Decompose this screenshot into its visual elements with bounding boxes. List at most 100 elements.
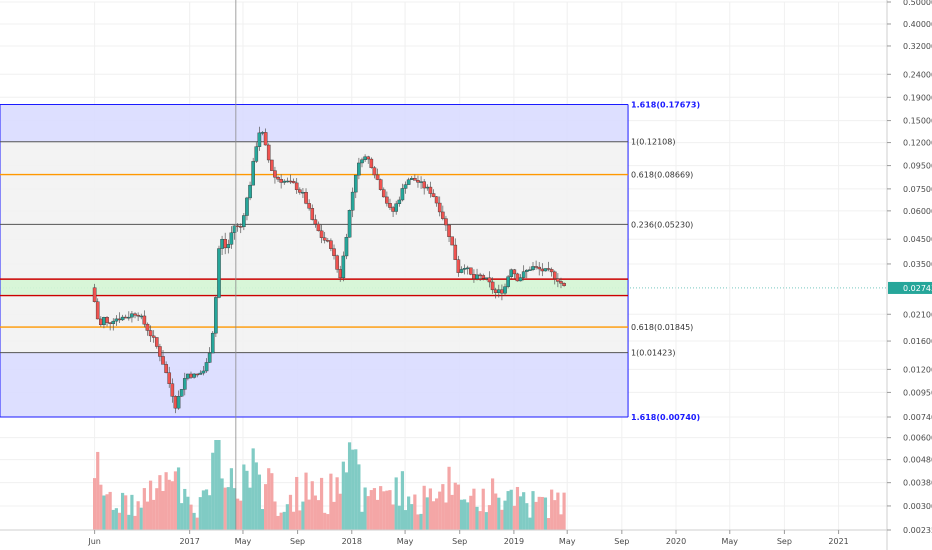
candle-body [366,156,371,160]
volume-bar [453,482,457,530]
candle-body [521,271,526,278]
fib-level-label: 1(0.12108) [631,138,675,147]
fib-level-label: 1.618(0.17673) [631,100,700,109]
volume-bar [239,500,243,530]
candle-body [503,286,507,294]
volume-bar [397,505,401,530]
candle-body [102,317,106,326]
candle-body [279,179,283,183]
volume-bar [105,494,109,530]
fib-zone [0,327,629,353]
volume-bar [413,494,417,530]
volume-bar [267,468,271,530]
candle-body [496,289,501,293]
volume-bar [279,512,283,530]
candle-body [546,268,551,270]
volume-bar [543,497,548,530]
candle-body [298,189,302,193]
candle-body [301,192,305,194]
candle-body [276,177,280,180]
candle-body [391,207,395,212]
volume-bar [341,461,345,530]
volume-bar [319,477,324,530]
candle-body [375,174,380,180]
volume-bar [211,452,215,530]
volume-bar [291,511,296,530]
candle-body [481,275,486,279]
candle-body [416,180,420,183]
candlesticks [92,126,566,414]
volume-bar [444,502,448,530]
volume-bar [99,484,103,530]
volume-bar [354,449,358,530]
x-axis[interactable]: Jun 2017 May Sep 2018 May Sep 2019 May Sep 2020 May… [0,529,887,546]
candle-body [173,396,178,409]
volume-bar [332,501,336,530]
x-tick-label: 2019 [504,537,524,546]
volume-bar [447,466,451,530]
x-tick-label: Sep [290,537,305,546]
candle-body [363,156,367,160]
volume-bar [226,487,230,530]
candle-body [263,132,268,146]
candle-body [475,274,479,279]
volume-bar [469,495,473,530]
volume-bar [422,485,426,530]
volume-bar [500,509,504,530]
volume-bar [369,490,373,530]
volume-bar [550,489,554,530]
candle-body [282,180,287,183]
volume-bar [236,498,240,530]
volume-bar [456,484,460,530]
volume-bar [357,464,361,530]
candle-body [105,317,109,323]
candle-body [556,278,560,282]
volume-bar [326,514,330,530]
volume-bar [528,517,532,530]
candle-body [220,239,224,249]
volume-bar [391,504,395,530]
fib-zone [0,352,629,418]
fibonacci-retracement[interactable] [0,103,629,418]
candle-body [347,210,352,238]
volume-bar [360,511,364,530]
candle-body [419,181,423,183]
candle-body [176,396,181,409]
volume-bar [351,449,355,530]
volume-bar [382,491,386,530]
candle-body [204,362,209,372]
candle-body [500,289,504,294]
volume-bar [307,499,311,530]
candle-body [472,274,476,279]
candle-body [360,159,364,164]
volume-bar [525,503,529,530]
volume-bar [372,488,377,530]
candle-body [111,320,116,324]
fib-level-label: 0.618(0.01845) [631,323,693,332]
volume-bar [385,490,389,530]
volume-bar [282,511,286,530]
volume-bar [553,500,557,530]
candle-body [133,313,137,316]
volume-bar [518,496,523,530]
volume-bar [142,488,146,530]
y-tick-label: 0.00740 [903,413,932,422]
volume-bar [438,491,442,530]
candle-body [537,266,542,270]
fib-level-label: 1.618(0.00740) [631,413,700,422]
candle-body [266,144,271,161]
candle-body [562,283,566,286]
volume-bar [276,515,280,530]
candle-body [397,199,402,204]
volume-bar [304,472,308,530]
volume-bar [288,494,293,530]
candle-body [378,179,383,190]
volume-bar [148,480,153,530]
volume-bar [506,491,510,530]
